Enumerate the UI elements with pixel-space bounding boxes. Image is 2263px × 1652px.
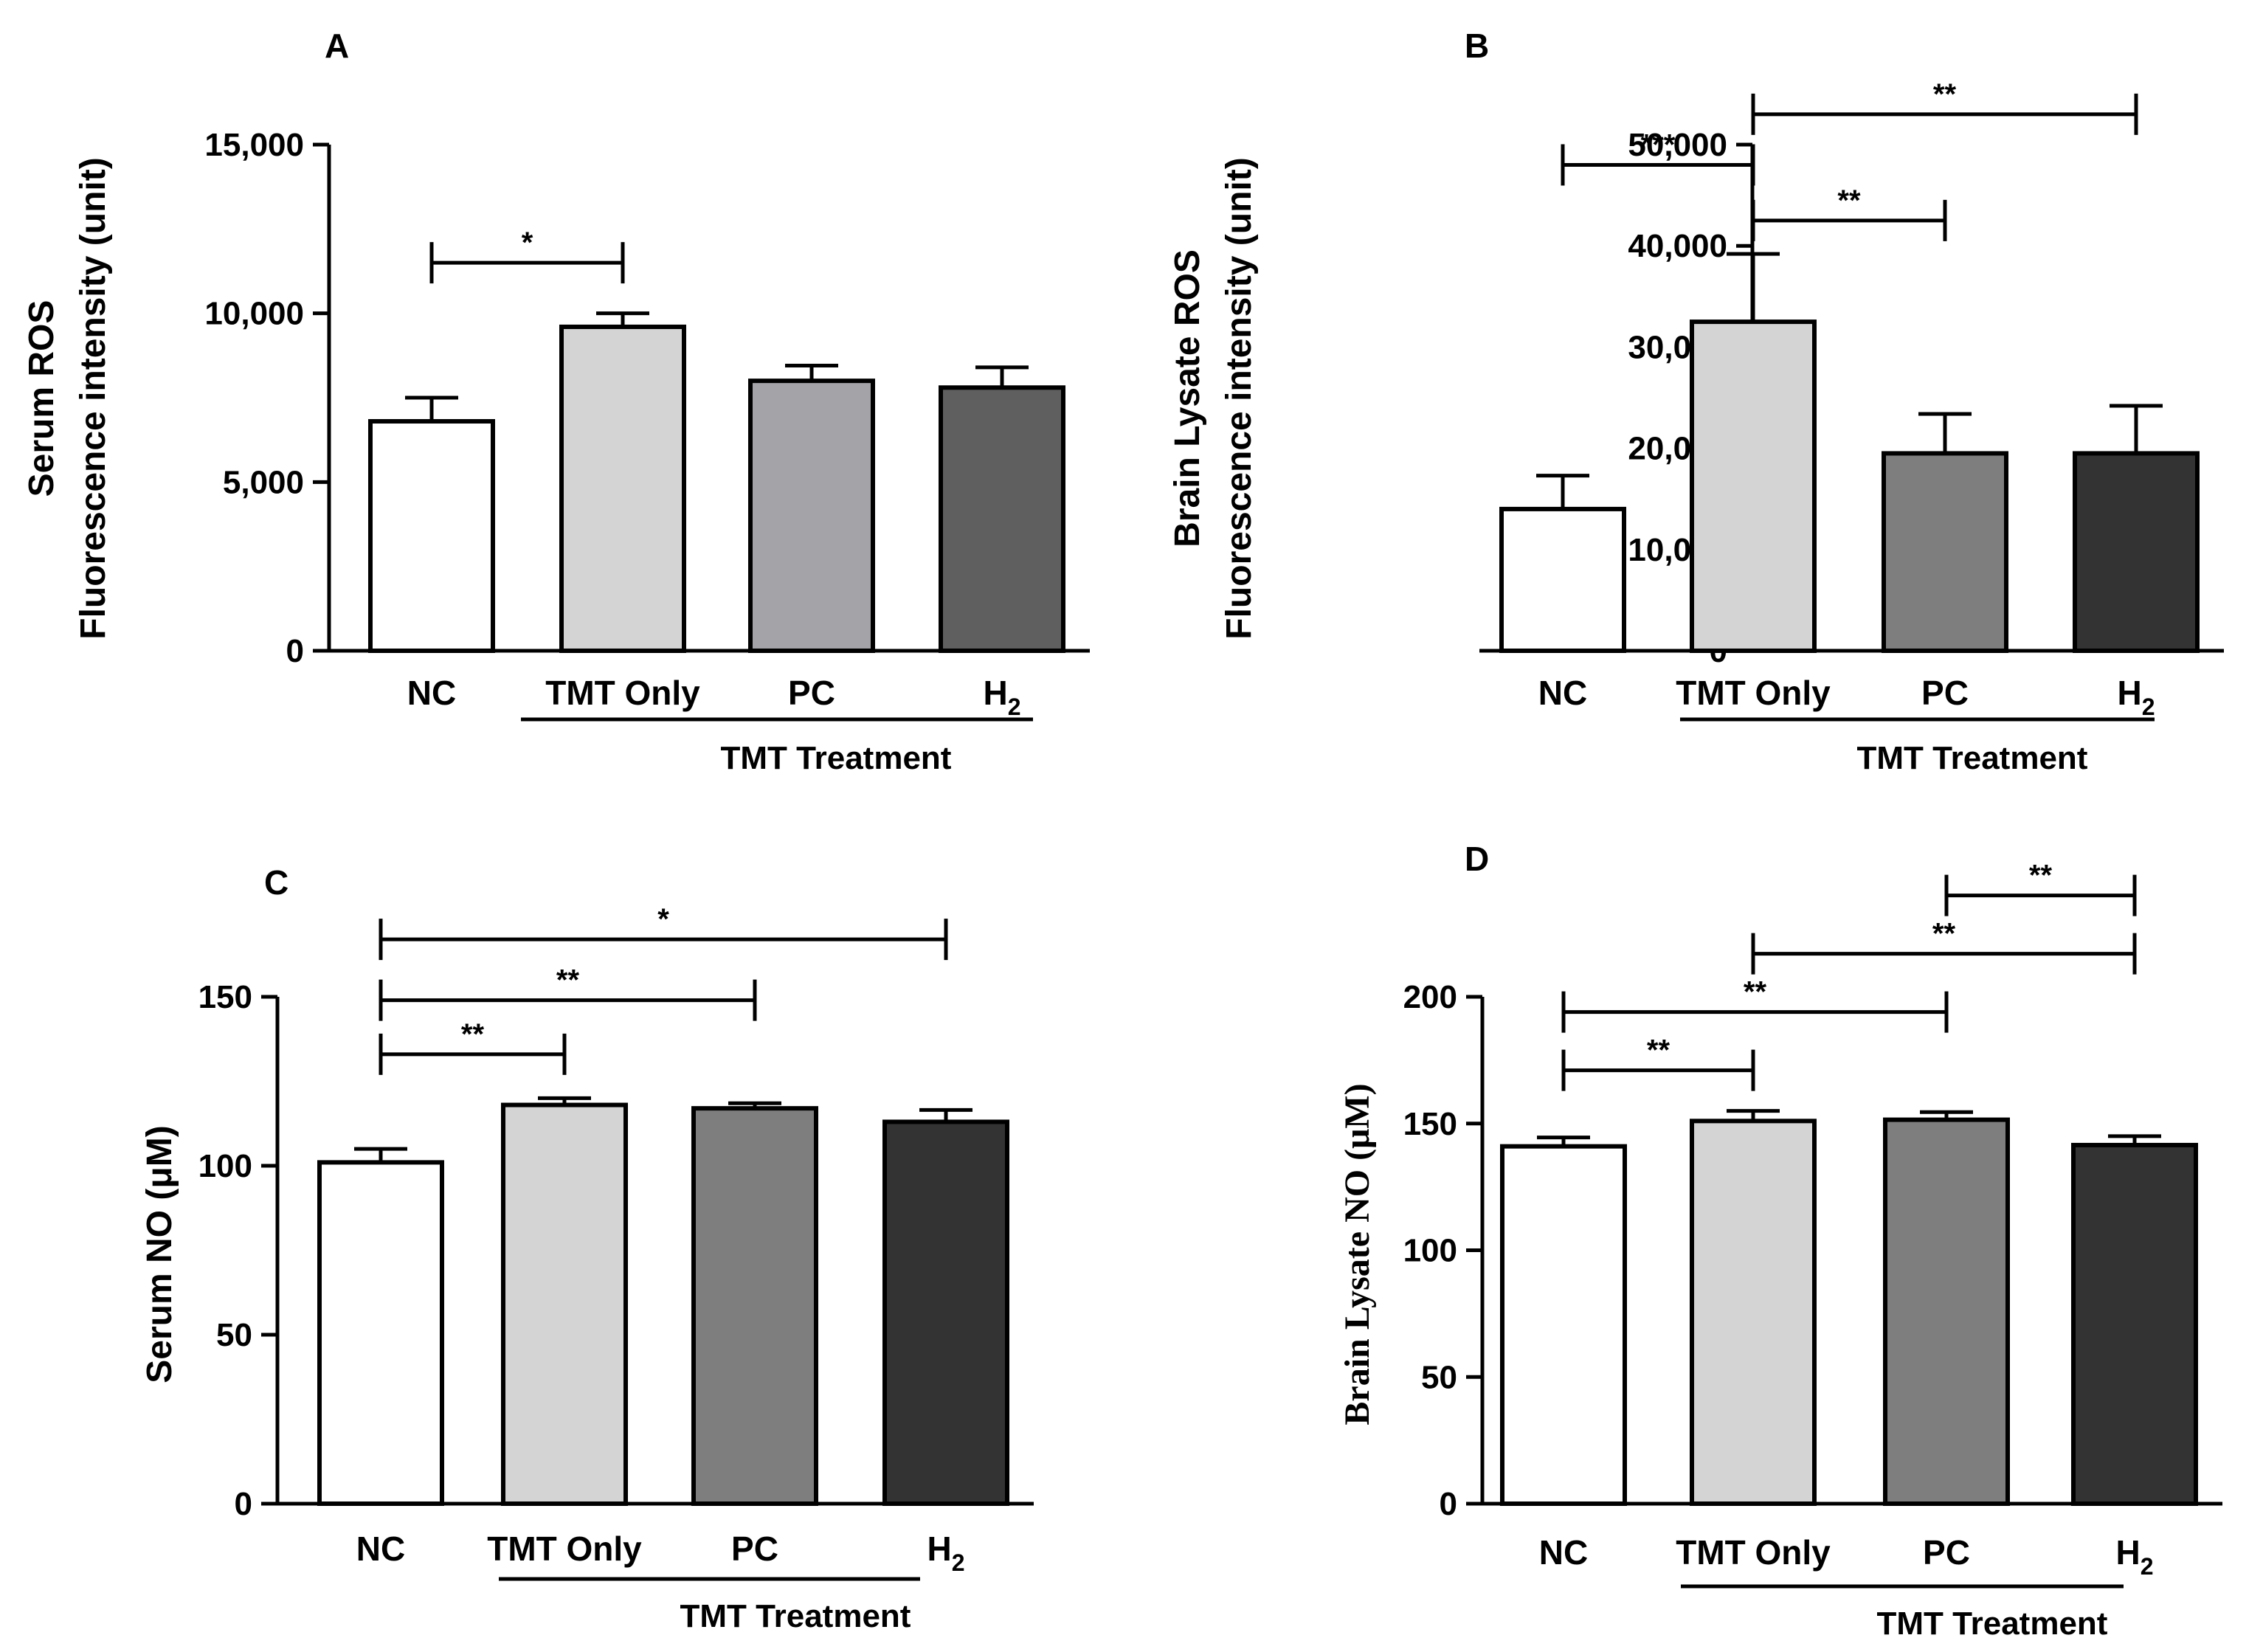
category-label: H2: [2115, 1533, 2153, 1580]
panel-letter: C: [264, 863, 289, 902]
panel-c: C Serum NO (μM) 0 50 100 150 NC TMT Only PC H2 TMT…: [140, 863, 1034, 1634]
bar: [2073, 451, 2200, 654]
bar: [1499, 506, 1626, 653]
bar: [1882, 451, 2008, 654]
group-label: TMT Treatment: [721, 740, 952, 776]
category-label: PC: [1923, 1533, 1970, 1572]
y-axis-label-line2: Fluorescence intensity (unit): [1220, 157, 1259, 639]
category-label: PC: [788, 674, 835, 712]
significance-label: ***: [1641, 128, 1676, 161]
group-label: TMT Treatment: [1857, 740, 2088, 776]
category-label: TMT Only: [545, 674, 700, 712]
subscript-2: 2: [2142, 694, 2155, 720]
bar: [691, 1106, 818, 1506]
significance-label: *: [657, 903, 669, 936]
panel-letter: B: [1465, 27, 1489, 65]
y-axis-label: Serum ROS: [22, 300, 61, 497]
category-label: NC: [407, 674, 456, 712]
y-axis-label: Brain Lysate ROS: [1168, 249, 1207, 547]
y-tick-label: 100: [198, 1148, 252, 1184]
y-tick-label: 50: [1421, 1359, 1457, 1395]
panel-letter: D: [1465, 840, 1489, 878]
category-label: H2: [2117, 674, 2155, 720]
y-tick-label: 40,000: [1628, 228, 1727, 264]
category-label: TMT Only: [487, 1530, 642, 1568]
bar: [317, 1160, 444, 1507]
y-tick-label: 0: [235, 1486, 252, 1522]
category-label: NC: [1538, 674, 1587, 712]
y-tick-label: 0: [286, 633, 304, 669]
bar: [2071, 1142, 2198, 1506]
significance-label: **: [2029, 860, 2053, 892]
y-tick-label: 50: [216, 1317, 252, 1353]
significance-label: **: [1647, 1034, 1671, 1067]
y-axis-label: Brain Lysate NO (μM): [1338, 1083, 1377, 1425]
y-tick-label: 15,000: [204, 127, 304, 163]
y-tick-label: 150: [1403, 1106, 1457, 1142]
category-label: H2: [983, 674, 1020, 720]
significance-label: **: [461, 1018, 485, 1051]
y-tick-label: 5,000: [223, 464, 304, 500]
y-axis-label: Serum NO (μM): [140, 1125, 179, 1383]
category-label: TMT Only: [1676, 674, 1831, 712]
panel-letter: A: [325, 27, 349, 65]
bar: [559, 324, 686, 653]
significance-label: **: [1837, 184, 1861, 217]
bar: [939, 385, 1065, 654]
significance-label: *: [522, 227, 533, 259]
subscript-2: 2: [2141, 1553, 2154, 1580]
subscript-2: 2: [1008, 694, 1021, 720]
bar: [748, 379, 875, 654]
y-axis-label-line2: Fluorescence intensity (unit): [74, 157, 113, 639]
panel-b: B Brain Lysate ROS Fluorescence intensity …: [1168, 27, 2224, 776]
significance-label: **: [1932, 918, 1956, 950]
bar: [1690, 1119, 1817, 1506]
bar: [1883, 1117, 2010, 1507]
bar: [368, 419, 495, 653]
group-label: TMT Treatment: [680, 1598, 911, 1634]
y-tick-label: 10,000: [204, 296, 304, 332]
bar: [1690, 319, 1817, 653]
category-label: PC: [731, 1530, 778, 1568]
category-label: PC: [1921, 674, 1969, 712]
bar: [882, 1119, 1009, 1506]
bar: [1500, 1144, 1627, 1507]
panel-a: A Serum ROS Fluorescence intensity (unit) 0…: [22, 27, 1090, 776]
significance-label: **: [1933, 78, 1957, 111]
y-tick-label: 150: [198, 979, 252, 1015]
y-tick-label: 0: [1440, 1486, 1457, 1522]
subscript-2: 2: [952, 1549, 965, 1576]
category-label: TMT Only: [1676, 1533, 1831, 1572]
y-tick-label: 100: [1403, 1233, 1457, 1269]
category-label: H2: [927, 1530, 964, 1576]
y-tick-label: 200: [1403, 979, 1457, 1015]
panel-d: D Brain Lysate NO (μM) 0 50 100 150 200 NC TMT O…: [1338, 840, 2222, 1642]
category-label: NC: [1539, 1533, 1588, 1572]
significance-label: **: [556, 964, 580, 997]
group-label: TMT Treatment: [1877, 1606, 2108, 1642]
y-tick-label: 50,000: [1628, 127, 1727, 163]
category-label: NC: [356, 1530, 405, 1568]
significance-label: **: [1744, 976, 1767, 1009]
bar: [501, 1102, 628, 1507]
